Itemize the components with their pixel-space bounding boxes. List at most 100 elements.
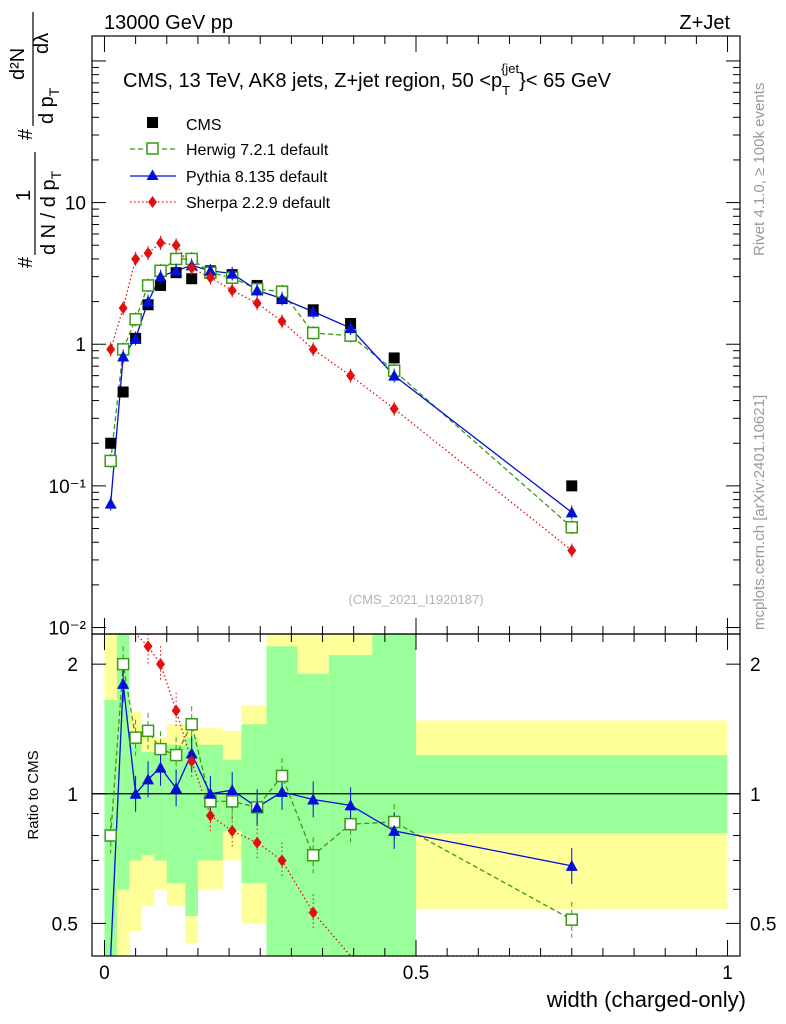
herwig-ratio-point [116, 657, 130, 671]
header-right: Z+Jet [679, 12, 730, 34]
ylabel-dlambda: dλ [31, 33, 53, 54]
pythia-ratio-point [185, 747, 198, 759]
title-brace: } [519, 70, 526, 92]
pythia-main-point [276, 292, 289, 304]
sherpa-ratio-point [205, 809, 215, 822]
cms-data-point [117, 386, 129, 398]
ratio-ylabel: Ratio to CMS [25, 750, 42, 839]
sherpa-ratio-point [227, 824, 237, 837]
cms-data-point [566, 480, 578, 492]
plot-title: CMS, 13 TeV, AK8 jets, Z+jet region, 50 … [123, 61, 612, 98]
sherpa-ratio-point [252, 836, 262, 849]
main-ytick-label: 1 [75, 335, 86, 356]
ratio-ytick-label-right: 2 [750, 655, 761, 676]
herwig-ratio-point [141, 724, 155, 738]
ylabel-dN: d²N [7, 48, 29, 80]
band-inner [185, 737, 198, 917]
main-ytick-label: 10 [65, 194, 86, 215]
legend: CMS Herwig 7.2.1 default Pythia 8.135 de… [130, 117, 331, 212]
axes-ticks: 10⁻² 10⁻¹ 1 10 0.5 0.5 1 1 2 2 0 0.5 1 [49, 36, 776, 984]
x-axis-label: width (charged-only) [546, 987, 746, 1012]
legend-marker-herwig [146, 142, 159, 155]
cms-data-point [388, 352, 400, 364]
sherpa-main-point [131, 252, 141, 265]
sherpa-main-point [187, 262, 197, 275]
herwig-main-point [169, 252, 183, 266]
band-inner [116, 634, 130, 890]
ylabel-denominator: d N / d pT [38, 170, 64, 255]
pythia-ratio-point [204, 787, 217, 799]
ratio-ytick-label: 1 [67, 785, 78, 806]
pythia-ratio-point [388, 824, 401, 836]
herwig-ratio-point [104, 829, 117, 842]
herwig-ratio-point [169, 748, 183, 762]
legend-label-herwig: Herwig 7.2.1 default [186, 142, 329, 159]
header-left: 13000 GeV pp [104, 12, 233, 34]
herwig-main-line [110, 258, 573, 528]
ylabel-hash2: # [15, 128, 37, 140]
pythia-ratio-point [276, 785, 289, 797]
pythia-ratio-point [117, 677, 130, 689]
pythia-ratio-point [129, 787, 142, 799]
sherpa-main-point [567, 544, 577, 557]
herwig-ratio-point [185, 718, 198, 731]
sherpa-ratio-point [143, 640, 153, 653]
pythia-main-point [344, 322, 357, 334]
pythia-main-point [104, 497, 117, 509]
sherpa-ratio-point [277, 854, 287, 867]
sherpa-main-point [227, 284, 237, 297]
sherpa-main-point [346, 369, 356, 382]
cms-data-point [155, 279, 167, 291]
main-ytick-label: 10⁻¹ [49, 477, 87, 498]
pythia-main-point [226, 267, 239, 279]
pythia-ratio-point [142, 773, 155, 785]
ylabel-hash1: # [15, 256, 37, 268]
sherpa-ratio-point [156, 658, 166, 671]
mcplots-reference: mcplots.cern.ch [arXiv:2401.10621] [751, 395, 768, 630]
main-ylabel: # 1 d N / d pT # d²N d pT dλ [7, 12, 64, 268]
sherpa-main-point [205, 271, 215, 284]
analysis-id: (CMS_2021_I1920187) [348, 592, 483, 607]
ratio-ytick-label-right: 0.5 [750, 914, 776, 935]
pythia-main-point [129, 332, 142, 344]
herwig-ratio-point [154, 742, 167, 756]
sherpa-ratio-point [171, 704, 181, 717]
herwig-main-point [306, 326, 320, 340]
ratio-ytick-label-right: 1 [750, 785, 761, 806]
pythia-main-point [251, 284, 264, 296]
pythia-ratio-point [565, 859, 578, 871]
sherpa-main-point [308, 343, 318, 356]
pythia-main-point [565, 506, 578, 518]
herwig-ratio-point [225, 795, 239, 808]
cms-data-point [105, 437, 117, 449]
pythia-main-point [117, 350, 130, 362]
band-inner [372, 634, 416, 956]
herwig-ratio-point [129, 731, 142, 744]
pythia-ratio-point [170, 782, 183, 794]
pythia-ratio-point [307, 793, 320, 805]
herwig-main-point [565, 521, 579, 534]
ylabel-one: 1 [13, 190, 35, 201]
pythia-main-point [388, 369, 401, 381]
band-inner [154, 752, 167, 861]
ylabel-dpT: d pT [36, 87, 62, 124]
sherpa-main-point [106, 343, 116, 356]
main-ytick-label: 10⁻² [49, 619, 87, 640]
pythia-main-point [142, 295, 155, 307]
cms-data-point [186, 273, 198, 285]
pythia-main-point [170, 264, 183, 276]
herwig-ratio-point [344, 817, 357, 831]
main-lines [110, 242, 573, 551]
pythia-main-point [154, 270, 167, 282]
herwig-main-point [129, 313, 142, 326]
pythia-main-point [307, 305, 320, 317]
sherpa-main-point [118, 302, 128, 315]
pythia-ratio-point [226, 784, 239, 796]
legend-marker-sherpa [148, 196, 157, 208]
herwig-ratio-point [306, 848, 320, 862]
sherpa-main-point [156, 236, 166, 249]
sherpa-main-point [252, 297, 262, 310]
herwig-ratio-point [275, 769, 289, 783]
markers [104, 235, 579, 926]
